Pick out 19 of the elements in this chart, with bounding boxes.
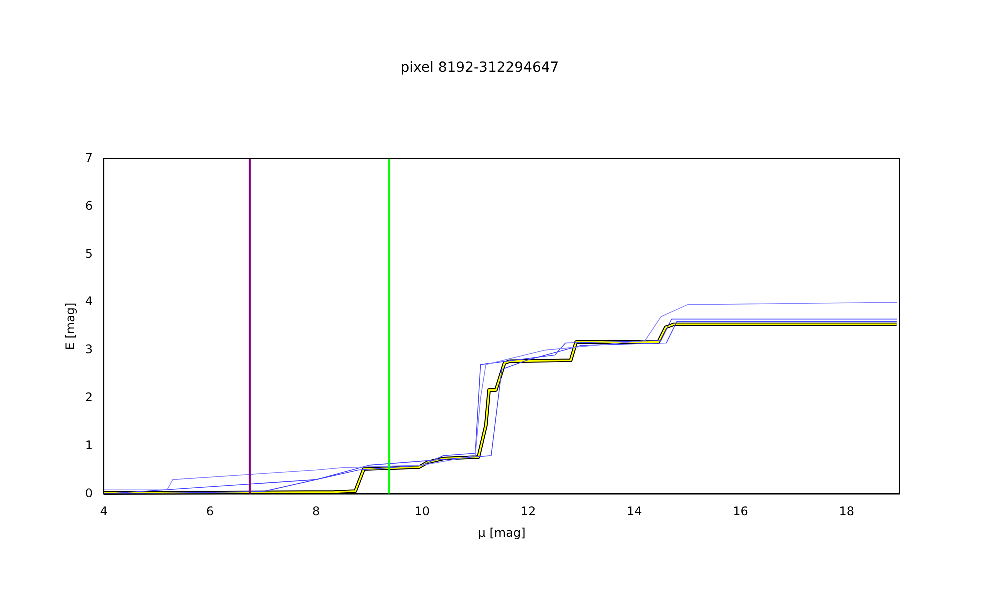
x-tick-label: 18 [839,504,855,519]
y-tick-label: 0 [85,486,94,500]
y-tick-label: 3 [85,342,94,357]
x-tick-label: 8 [312,504,320,519]
x-tick-label: 14 [627,504,642,519]
x-axis-title: μ [mag] [478,526,526,540]
x-tick-label: 12 [520,504,536,519]
chart-title: pixel 8192-312294647 [400,60,560,76]
x-tick-label: 16 [733,504,748,519]
y-tick-label: 5 [85,246,94,261]
y-tick-label: 6 [85,198,94,213]
x-tick-label: 4 [100,504,108,519]
y-tick-label: 4 [85,294,94,309]
y-tick-label: 1 [85,438,94,452]
y-tick-label: 2 [85,390,94,404]
y-tick-label: 7 [85,150,94,165]
x-tick-label: 6 [206,504,214,519]
y-axis-title: E [mag] [63,302,78,350]
x-tick-label: 10 [414,504,430,519]
